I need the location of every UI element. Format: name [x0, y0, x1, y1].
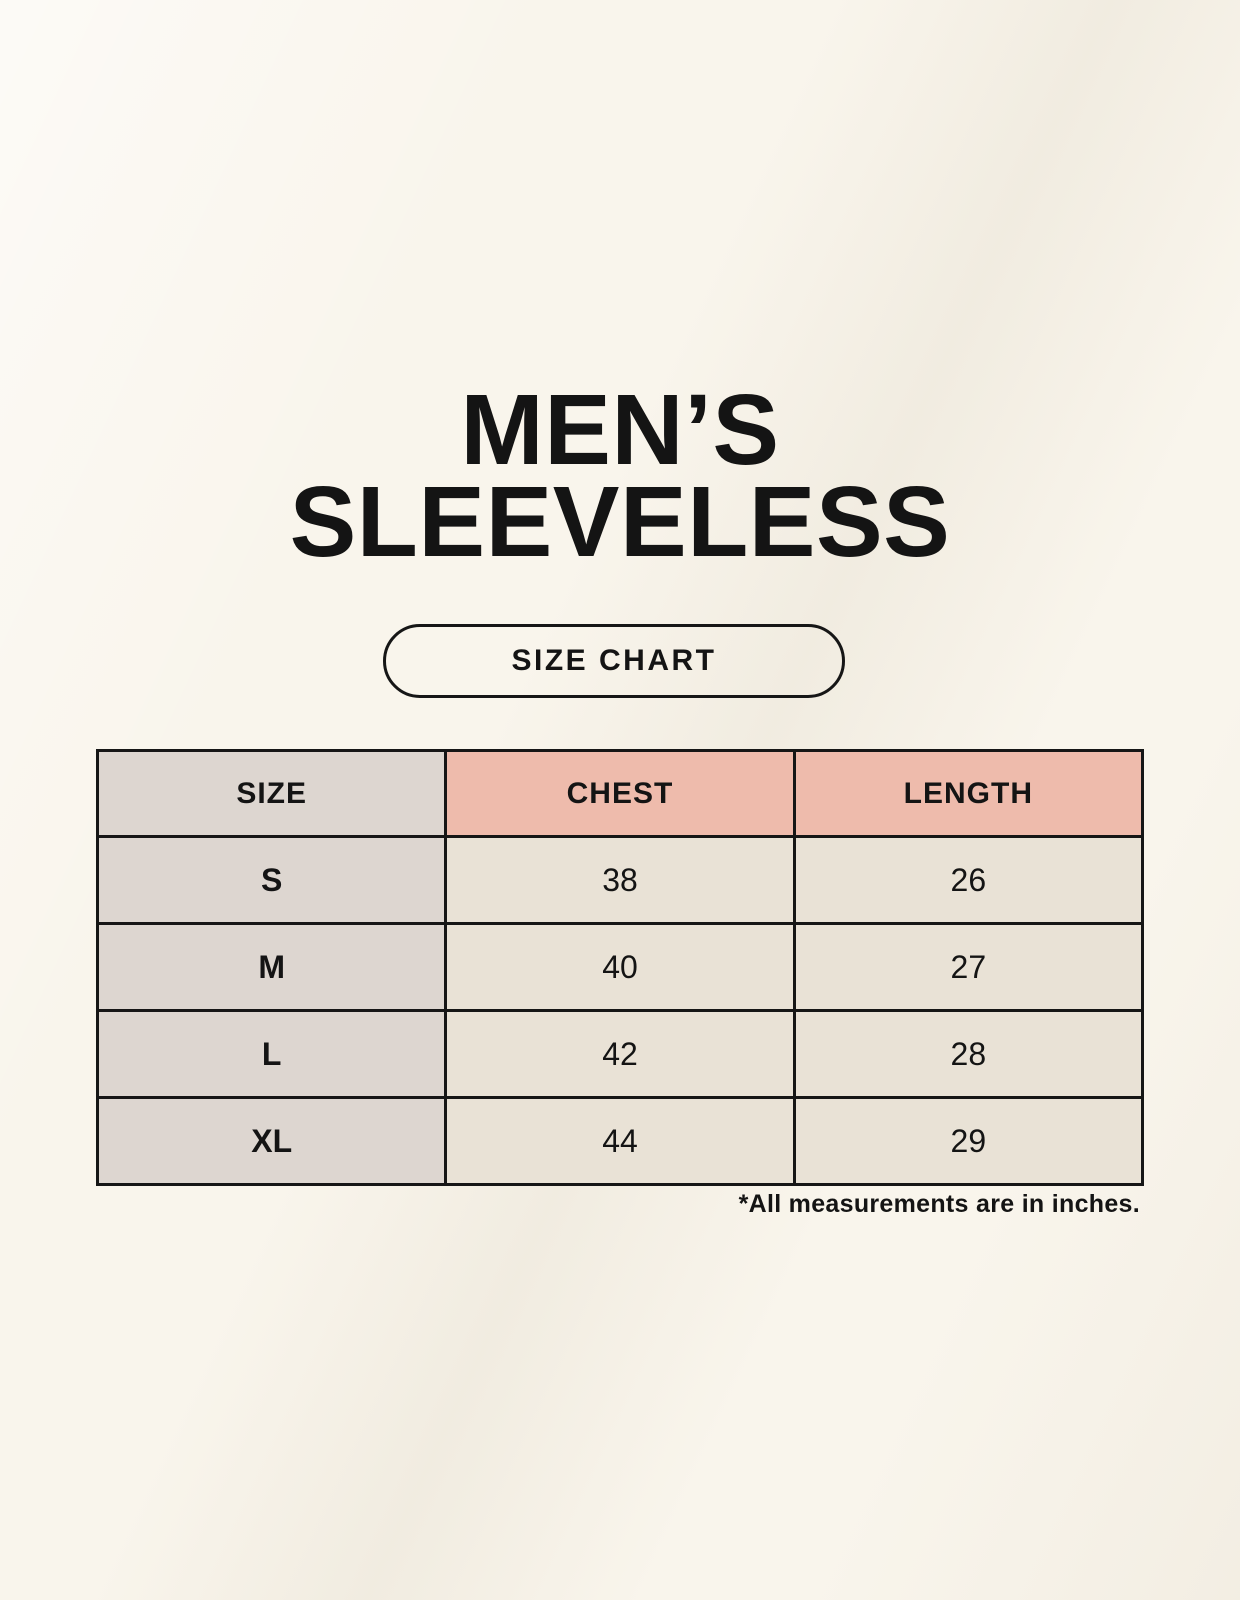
chest-cell-l: 42 [444, 1009, 796, 1099]
size-cell-m: M [95, 922, 448, 1012]
page-title-line2: SLEEVELESS [289, 466, 951, 578]
column-header-size: SIZE [95, 749, 448, 838]
size-cell-s: S [95, 835, 448, 925]
length-cell-m: 27 [792, 922, 1145, 1012]
chest-cell-s: 38 [444, 835, 796, 925]
measurements-footnote: *All measurements are in inches. [738, 1190, 1140, 1218]
length-cell-xl: 29 [792, 1096, 1145, 1186]
chest-cell-xl: 44 [444, 1096, 796, 1186]
table-row: M 40 27 [95, 922, 1145, 1012]
size-chart-table: SIZE CHEST LENGTH S 38 26 M 40 27 L 42 2… [95, 749, 1145, 1186]
column-header-chest: CHEST [444, 749, 796, 838]
size-cell-l: L [95, 1009, 448, 1099]
page-title-line1: MEN’S [460, 374, 780, 486]
size-chart-badge[interactable]: SIZE CHART [383, 624, 845, 698]
size-chart-badge-label: SIZE CHART [511, 644, 717, 677]
table-row: L 42 28 [95, 1009, 1145, 1099]
length-cell-l: 28 [792, 1009, 1145, 1099]
column-header-length: LENGTH [792, 749, 1145, 838]
chest-cell-m: 40 [444, 922, 796, 1012]
table-row: S 38 26 [95, 835, 1145, 925]
size-cell-xl: XL [95, 1096, 448, 1186]
table-row: XL 44 29 [95, 1096, 1145, 1186]
length-cell-s: 26 [792, 835, 1145, 925]
page-title: MEN’S SLEEVELESS [0, 380, 1240, 572]
table-header-row: SIZE CHEST LENGTH [95, 749, 1145, 838]
